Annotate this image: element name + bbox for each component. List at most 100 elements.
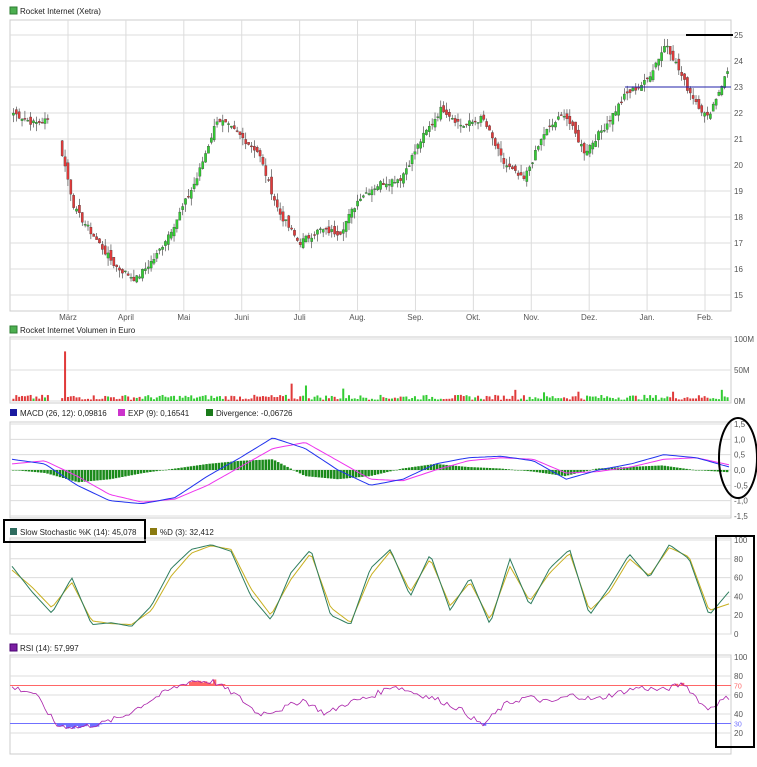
rsi-oversold-fill: [72, 723, 76, 729]
stoch-y-tick-label: 100: [734, 536, 748, 545]
macd-divergence-bar: [289, 468, 292, 470]
macd-divergence-bar: [111, 470, 115, 479]
macd-divergence-bar: [164, 469, 168, 471]
macd-divergence-bar: [694, 470, 698, 471]
macd-divergence-bar: [305, 470, 308, 477]
price-candle: [485, 121, 488, 127]
macd-divergence-bar: [676, 467, 679, 470]
macd-divergence-bar: [351, 470, 355, 478]
volume-bar: [78, 397, 81, 401]
volume-bar: [522, 395, 525, 401]
volume-bar: [362, 397, 365, 401]
macd-divergence-bar: [202, 464, 205, 470]
price-candle: [123, 270, 127, 273]
price-candle: [448, 112, 451, 117]
price-x-tick-label: Juli: [294, 313, 306, 322]
volume-bar: [726, 397, 729, 401]
price-candle: [189, 190, 193, 199]
macd-divergence-bar: [298, 470, 302, 474]
price-candle: [247, 142, 250, 145]
volume-bar: [568, 399, 571, 401]
price-candle: [207, 146, 210, 154]
price-candle: [359, 198, 362, 201]
price-candle: [264, 165, 268, 176]
price-candle: [585, 150, 589, 156]
macd-divergence-bar: [598, 468, 601, 470]
volume-bar: [227, 399, 230, 401]
price-candle: [310, 237, 314, 242]
volume-bar: [273, 397, 276, 401]
volume-bar: [439, 398, 442, 401]
macd-divergence-bar: [541, 470, 545, 474]
volume-bar: [218, 396, 221, 401]
volume-bar: [104, 395, 107, 401]
volume-bar: [674, 398, 677, 401]
price-candle: [577, 129, 580, 143]
rsi-oversold-fill: [63, 723, 67, 726]
price-candle: [588, 145, 592, 154]
macd-divergence-bar: [220, 462, 224, 470]
macd-divergence-bar: [688, 469, 691, 470]
macd-divergence-bar: [548, 470, 551, 474]
macd-divergence-bar: [386, 470, 389, 473]
macd-divergence-bar: [93, 470, 96, 481]
macd-legend-item: Divergence: -0,06726: [216, 409, 293, 418]
volume-bar: [173, 395, 176, 401]
volume-bar: [239, 396, 242, 401]
macd-divergence-bar: [189, 466, 193, 470]
volume-bar: [310, 399, 313, 401]
price-candle: [706, 111, 709, 116]
volume-bar: [247, 399, 250, 401]
macd-divergence-bar: [626, 467, 629, 470]
price-x-tick-label: März: [59, 313, 77, 322]
price-candle: [281, 211, 285, 222]
volume-bar: [577, 391, 580, 401]
volume-bar: [184, 395, 187, 401]
volume-bar: [216, 396, 219, 401]
macd-divergence-bar: [700, 470, 704, 471]
price-candle: [218, 118, 222, 122]
macd-divergence-bar: [245, 460, 249, 470]
macd-divergence-bar: [389, 470, 392, 472]
macd-divergence-bar: [517, 470, 520, 471]
macd-divergence-bar: [411, 467, 414, 470]
price-candle: [129, 277, 133, 279]
macd-divergence-bar: [557, 470, 561, 476]
macd-divergence-bar: [482, 467, 486, 470]
volume-bar: [520, 398, 523, 401]
macd-divergence-bar: [30, 470, 34, 472]
volume-bar: [583, 399, 586, 401]
macd-divergence-bar: [86, 470, 90, 482]
price-candle: [534, 150, 537, 161]
rsi-y-tick-label: 60: [734, 691, 743, 700]
price-candle: [666, 45, 669, 48]
volume-panel-label: Rocket Internet Volumen in Euro: [20, 326, 136, 335]
price-candle: [571, 121, 574, 126]
price-candle: [327, 226, 331, 234]
price-candle: [118, 267, 121, 271]
price-candle: [677, 58, 681, 71]
volume-bar: [474, 397, 477, 401]
volume-bar: [617, 397, 620, 401]
price-candle: [539, 139, 543, 146]
price-candle: [115, 264, 118, 268]
volume-bar: [666, 396, 669, 401]
macd-divergence-bar: [27, 470, 31, 472]
price-candle: [476, 122, 480, 124]
rsi-oversold-fill: [87, 723, 91, 725]
price-candle: [241, 133, 245, 139]
macd-divergence-bar: [264, 459, 268, 470]
volume-bar: [677, 399, 680, 401]
volume-bar: [287, 398, 290, 401]
price-candle: [387, 184, 391, 186]
price-candle: [617, 103, 620, 116]
macd-divergence-bar: [476, 467, 479, 470]
volume-bar: [81, 399, 84, 401]
macd-divergence-bar: [199, 464, 202, 470]
volume-bar: [350, 398, 353, 401]
volume-bar: [646, 398, 649, 401]
macd-divergence-bar: [68, 470, 71, 480]
price-y-tick-label: 17: [734, 239, 743, 248]
price-candle: [505, 165, 509, 168]
